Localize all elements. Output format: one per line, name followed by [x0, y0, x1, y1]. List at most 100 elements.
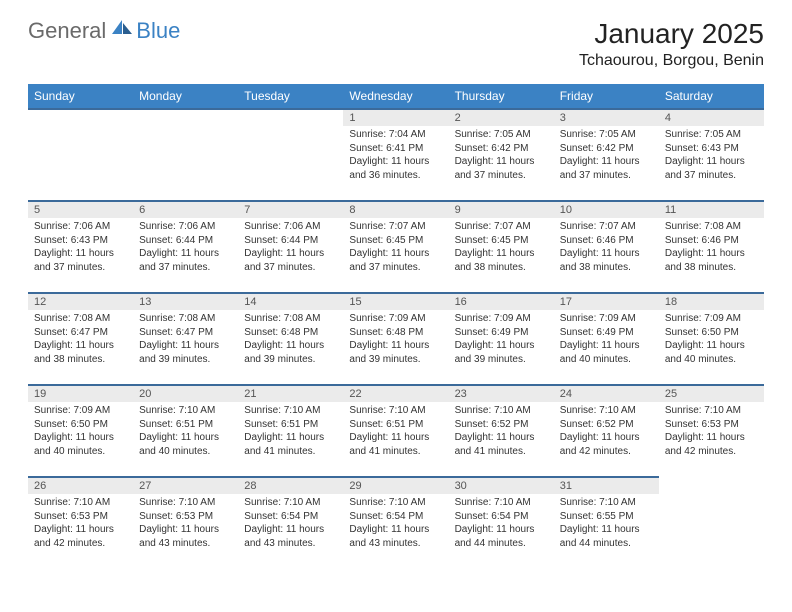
day-number: 19 [28, 386, 133, 402]
calendar-day-cell: 24Sunrise: 7:10 AMSunset: 6:52 PMDayligh… [554, 385, 659, 477]
day-number: 28 [238, 478, 343, 494]
day-number: 20 [133, 386, 238, 402]
day-details: Sunrise: 7:05 AMSunset: 6:42 PMDaylight:… [449, 126, 554, 186]
day-number: 9 [449, 202, 554, 218]
calendar-day-cell: 26Sunrise: 7:10 AMSunset: 6:53 PMDayligh… [28, 477, 133, 569]
day-number: 13 [133, 294, 238, 310]
weekday-header: Friday [554, 84, 659, 109]
day-number: 25 [659, 386, 764, 402]
day-number: 2 [449, 110, 554, 126]
calendar-day-cell: 4Sunrise: 7:05 AMSunset: 6:43 PMDaylight… [659, 109, 764, 201]
day-details: Sunrise: 7:10 AMSunset: 6:53 PMDaylight:… [659, 402, 764, 462]
day-details: Sunrise: 7:10 AMSunset: 6:51 PMDaylight:… [133, 402, 238, 462]
day-number: 10 [554, 202, 659, 218]
day-details: Sunrise: 7:08 AMSunset: 6:47 PMDaylight:… [133, 310, 238, 370]
month-title: January 2025 [579, 18, 764, 50]
day-number: 23 [449, 386, 554, 402]
calendar-day-cell: 31Sunrise: 7:10 AMSunset: 6:55 PMDayligh… [554, 477, 659, 569]
weekday-header-row: Sunday Monday Tuesday Wednesday Thursday… [28, 84, 764, 109]
calendar-day-cell: 9Sunrise: 7:07 AMSunset: 6:45 PMDaylight… [449, 201, 554, 293]
day-details: Sunrise: 7:05 AMSunset: 6:43 PMDaylight:… [659, 126, 764, 186]
day-number: 27 [133, 478, 238, 494]
weekday-header: Wednesday [343, 84, 448, 109]
day-details: Sunrise: 7:04 AMSunset: 6:41 PMDaylight:… [343, 126, 448, 186]
day-number: 16 [449, 294, 554, 310]
calendar-day-cell: 11Sunrise: 7:08 AMSunset: 6:46 PMDayligh… [659, 201, 764, 293]
day-details: Sunrise: 7:10 AMSunset: 6:53 PMDaylight:… [133, 494, 238, 554]
day-details: Sunrise: 7:07 AMSunset: 6:45 PMDaylight:… [343, 218, 448, 278]
title-block: January 2025 Tchaourou, Borgou, Benin [579, 18, 764, 70]
calendar-day-cell [659, 477, 764, 569]
calendar-day-cell: 30Sunrise: 7:10 AMSunset: 6:54 PMDayligh… [449, 477, 554, 569]
calendar-table: Sunday Monday Tuesday Wednesday Thursday… [28, 84, 764, 569]
calendar-day-cell: 6Sunrise: 7:06 AMSunset: 6:44 PMDaylight… [133, 201, 238, 293]
day-details: Sunrise: 7:07 AMSunset: 6:46 PMDaylight:… [554, 218, 659, 278]
weekday-header: Thursday [449, 84, 554, 109]
day-details: Sunrise: 7:10 AMSunset: 6:52 PMDaylight:… [449, 402, 554, 462]
day-details: Sunrise: 7:10 AMSunset: 6:53 PMDaylight:… [28, 494, 133, 554]
day-number: 8 [343, 202, 448, 218]
day-details: Sunrise: 7:08 AMSunset: 6:46 PMDaylight:… [659, 218, 764, 278]
calendar-day-cell: 17Sunrise: 7:09 AMSunset: 6:49 PMDayligh… [554, 293, 659, 385]
logo: General Blue [28, 18, 180, 44]
day-number: 6 [133, 202, 238, 218]
calendar-day-cell: 14Sunrise: 7:08 AMSunset: 6:48 PMDayligh… [238, 293, 343, 385]
day-number: 14 [238, 294, 343, 310]
day-details: Sunrise: 7:10 AMSunset: 6:54 PMDaylight:… [449, 494, 554, 554]
day-number: 31 [554, 478, 659, 494]
day-details: Sunrise: 7:08 AMSunset: 6:47 PMDaylight:… [28, 310, 133, 370]
logo-sail-icon [110, 18, 134, 36]
day-details: Sunrise: 7:05 AMSunset: 6:42 PMDaylight:… [554, 126, 659, 186]
calendar-day-cell: 12Sunrise: 7:08 AMSunset: 6:47 PMDayligh… [28, 293, 133, 385]
calendar-day-cell: 15Sunrise: 7:09 AMSunset: 6:48 PMDayligh… [343, 293, 448, 385]
weekday-header: Sunday [28, 84, 133, 109]
day-details: Sunrise: 7:10 AMSunset: 6:52 PMDaylight:… [554, 402, 659, 462]
calendar-day-cell: 3Sunrise: 7:05 AMSunset: 6:42 PMDaylight… [554, 109, 659, 201]
day-number: 3 [554, 110, 659, 126]
weekday-header: Monday [133, 84, 238, 109]
day-number: 4 [659, 110, 764, 126]
day-number: 30 [449, 478, 554, 494]
day-details: Sunrise: 7:09 AMSunset: 6:49 PMDaylight:… [554, 310, 659, 370]
day-details: Sunrise: 7:07 AMSunset: 6:45 PMDaylight:… [449, 218, 554, 278]
day-number: 7 [238, 202, 343, 218]
calendar-day-cell: 16Sunrise: 7:09 AMSunset: 6:49 PMDayligh… [449, 293, 554, 385]
logo-text-general: General [28, 18, 106, 44]
day-number: 22 [343, 386, 448, 402]
day-number: 1 [343, 110, 448, 126]
calendar-week-row: 1Sunrise: 7:04 AMSunset: 6:41 PMDaylight… [28, 109, 764, 201]
calendar-week-row: 12Sunrise: 7:08 AMSunset: 6:47 PMDayligh… [28, 293, 764, 385]
calendar-day-cell: 28Sunrise: 7:10 AMSunset: 6:54 PMDayligh… [238, 477, 343, 569]
calendar-day-cell: 29Sunrise: 7:10 AMSunset: 6:54 PMDayligh… [343, 477, 448, 569]
logo-text-blue: Blue [136, 18, 180, 44]
calendar-day-cell: 10Sunrise: 7:07 AMSunset: 6:46 PMDayligh… [554, 201, 659, 293]
day-details: Sunrise: 7:06 AMSunset: 6:44 PMDaylight:… [133, 218, 238, 278]
location: Tchaourou, Borgou, Benin [579, 52, 764, 70]
day-details: Sunrise: 7:08 AMSunset: 6:48 PMDaylight:… [238, 310, 343, 370]
calendar-day-cell: 21Sunrise: 7:10 AMSunset: 6:51 PMDayligh… [238, 385, 343, 477]
calendar-day-cell: 27Sunrise: 7:10 AMSunset: 6:53 PMDayligh… [133, 477, 238, 569]
day-details: Sunrise: 7:06 AMSunset: 6:44 PMDaylight:… [238, 218, 343, 278]
day-number: 26 [28, 478, 133, 494]
day-details: Sunrise: 7:10 AMSunset: 6:54 PMDaylight:… [343, 494, 448, 554]
day-details: Sunrise: 7:10 AMSunset: 6:51 PMDaylight:… [238, 402, 343, 462]
day-number: 5 [28, 202, 133, 218]
day-details: Sunrise: 7:06 AMSunset: 6:43 PMDaylight:… [28, 218, 133, 278]
calendar-day-cell: 20Sunrise: 7:10 AMSunset: 6:51 PMDayligh… [133, 385, 238, 477]
calendar-day-cell: 25Sunrise: 7:10 AMSunset: 6:53 PMDayligh… [659, 385, 764, 477]
weekday-header: Tuesday [238, 84, 343, 109]
day-details: Sunrise: 7:09 AMSunset: 6:50 PMDaylight:… [659, 310, 764, 370]
day-details: Sunrise: 7:09 AMSunset: 6:50 PMDaylight:… [28, 402, 133, 462]
day-number: 15 [343, 294, 448, 310]
calendar-day-cell [133, 109, 238, 201]
day-details: Sunrise: 7:10 AMSunset: 6:54 PMDaylight:… [238, 494, 343, 554]
day-number: 12 [28, 294, 133, 310]
calendar-day-cell: 5Sunrise: 7:06 AMSunset: 6:43 PMDaylight… [28, 201, 133, 293]
day-details: Sunrise: 7:09 AMSunset: 6:49 PMDaylight:… [449, 310, 554, 370]
calendar-week-row: 5Sunrise: 7:06 AMSunset: 6:43 PMDaylight… [28, 201, 764, 293]
calendar-day-cell: 1Sunrise: 7:04 AMSunset: 6:41 PMDaylight… [343, 109, 448, 201]
calendar-week-row: 19Sunrise: 7:09 AMSunset: 6:50 PMDayligh… [28, 385, 764, 477]
day-number: 24 [554, 386, 659, 402]
day-details: Sunrise: 7:09 AMSunset: 6:48 PMDaylight:… [343, 310, 448, 370]
calendar-day-cell: 8Sunrise: 7:07 AMSunset: 6:45 PMDaylight… [343, 201, 448, 293]
